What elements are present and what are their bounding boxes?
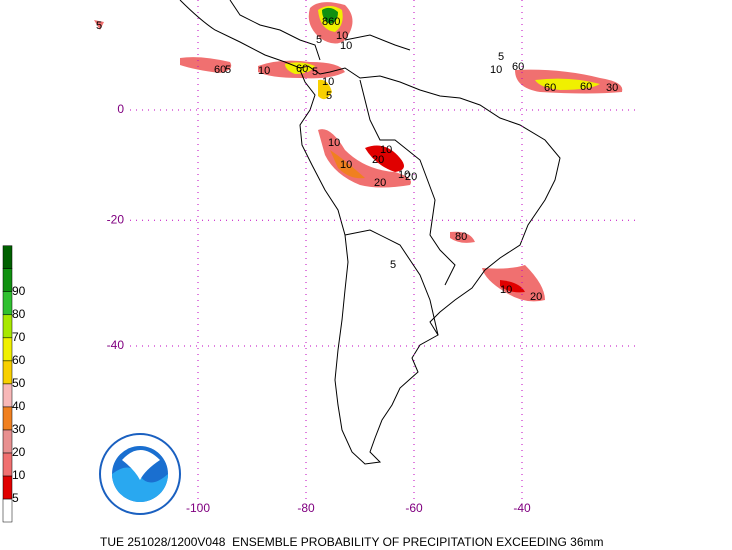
colorbar-label: 60 xyxy=(12,353,26,367)
colorbar-swatch xyxy=(2,291,13,316)
colorbar-label: 50 xyxy=(12,376,26,390)
contour-label: 5 xyxy=(326,90,332,102)
colorbar-label: 5 xyxy=(12,491,19,505)
graticule: -100 -80 -60 -40 0 -20 -40 xyxy=(107,0,640,515)
coastline xyxy=(344,34,411,51)
contour-label: 20 xyxy=(374,177,386,189)
contour-label: 5 xyxy=(225,64,231,76)
colorbar-label: 30 xyxy=(12,422,26,436)
contour-label: 10 xyxy=(322,76,334,88)
contour-label: 10 xyxy=(336,30,348,42)
precip-area xyxy=(318,79,332,100)
precip-area xyxy=(330,150,365,179)
colorbar-swatch xyxy=(2,314,13,339)
contour-label: 20 xyxy=(372,154,384,166)
contour-label: 60 xyxy=(296,63,308,75)
caption: TUE 251028/1200V048 ENSEMBLE PROBABILITY… xyxy=(100,535,604,549)
lat-label: -20 xyxy=(107,212,125,226)
lon-label: -60 xyxy=(405,501,423,515)
colorbar-swatch xyxy=(2,429,13,454)
colorbar-swatch xyxy=(2,360,13,385)
contour-label: 60 xyxy=(544,82,556,94)
lon-label: -100 xyxy=(186,501,210,515)
lat-label: 0 xyxy=(117,102,124,116)
logo-gull xyxy=(122,450,160,480)
logo-sea xyxy=(112,467,168,502)
contour-label: 860 xyxy=(322,16,340,28)
colorbar-swatch xyxy=(2,475,13,500)
contour-label: 60 xyxy=(214,64,226,76)
colorbar-swatch xyxy=(2,337,13,362)
contour-label: 10 xyxy=(340,159,352,171)
coastline xyxy=(179,0,561,465)
contour-label: 10 xyxy=(328,137,340,149)
contour-label: 30 xyxy=(606,82,618,94)
colorbar-swatch xyxy=(2,498,13,523)
contour-label: 80 xyxy=(455,231,467,243)
contour-label: 5 xyxy=(498,51,504,63)
contour-label: 10 xyxy=(500,284,512,296)
contour-label: 20 xyxy=(530,291,542,303)
precip-area xyxy=(365,145,404,172)
contour-label: 10 xyxy=(380,144,392,156)
colorbar-label: 20 xyxy=(12,445,26,459)
contour-label: 10 xyxy=(340,40,352,52)
coastlines xyxy=(179,0,561,465)
colorbar-swatch xyxy=(2,452,13,477)
colorbar: 5 10 20 30 40 50 60 70 80 90 xyxy=(2,245,26,523)
colorbar-label: 90 xyxy=(12,284,26,298)
precip-area xyxy=(450,231,475,243)
coastline xyxy=(229,0,321,61)
precip-area xyxy=(318,129,411,188)
colorbar-swatch xyxy=(2,245,13,269)
colorbar-swatch xyxy=(2,383,13,408)
contour-label: 10 xyxy=(258,65,270,77)
colorbar-label: 40 xyxy=(12,399,26,413)
lon-label: -40 xyxy=(513,501,531,515)
border xyxy=(344,229,439,336)
colorbar-label: 80 xyxy=(12,307,26,321)
contour-label: 60 xyxy=(512,61,524,73)
colorbar-swatch xyxy=(2,268,13,292)
precip-area xyxy=(94,20,104,30)
colorbar-label: 10 xyxy=(12,468,26,482)
precip-area xyxy=(535,78,600,90)
precip-area xyxy=(500,280,525,293)
contour-label: 5 xyxy=(390,259,396,271)
contour-label: 60 xyxy=(580,81,592,93)
lat-label: -40 xyxy=(107,338,125,352)
lon-label: -80 xyxy=(297,501,315,515)
precip-area xyxy=(180,57,232,73)
contour-label: 20 xyxy=(405,171,417,183)
contour-label: 5 xyxy=(316,34,322,46)
contour-label: 10 xyxy=(490,64,502,76)
precip-area xyxy=(322,7,338,24)
noaa-logo xyxy=(99,433,181,515)
colorbar-swatch xyxy=(2,406,13,431)
border xyxy=(359,79,456,286)
colorbar-label: 70 xyxy=(12,330,26,344)
contour-label: 5 xyxy=(312,66,318,78)
contour-label: 10 xyxy=(398,169,410,181)
contour-label: 5 xyxy=(96,20,102,32)
